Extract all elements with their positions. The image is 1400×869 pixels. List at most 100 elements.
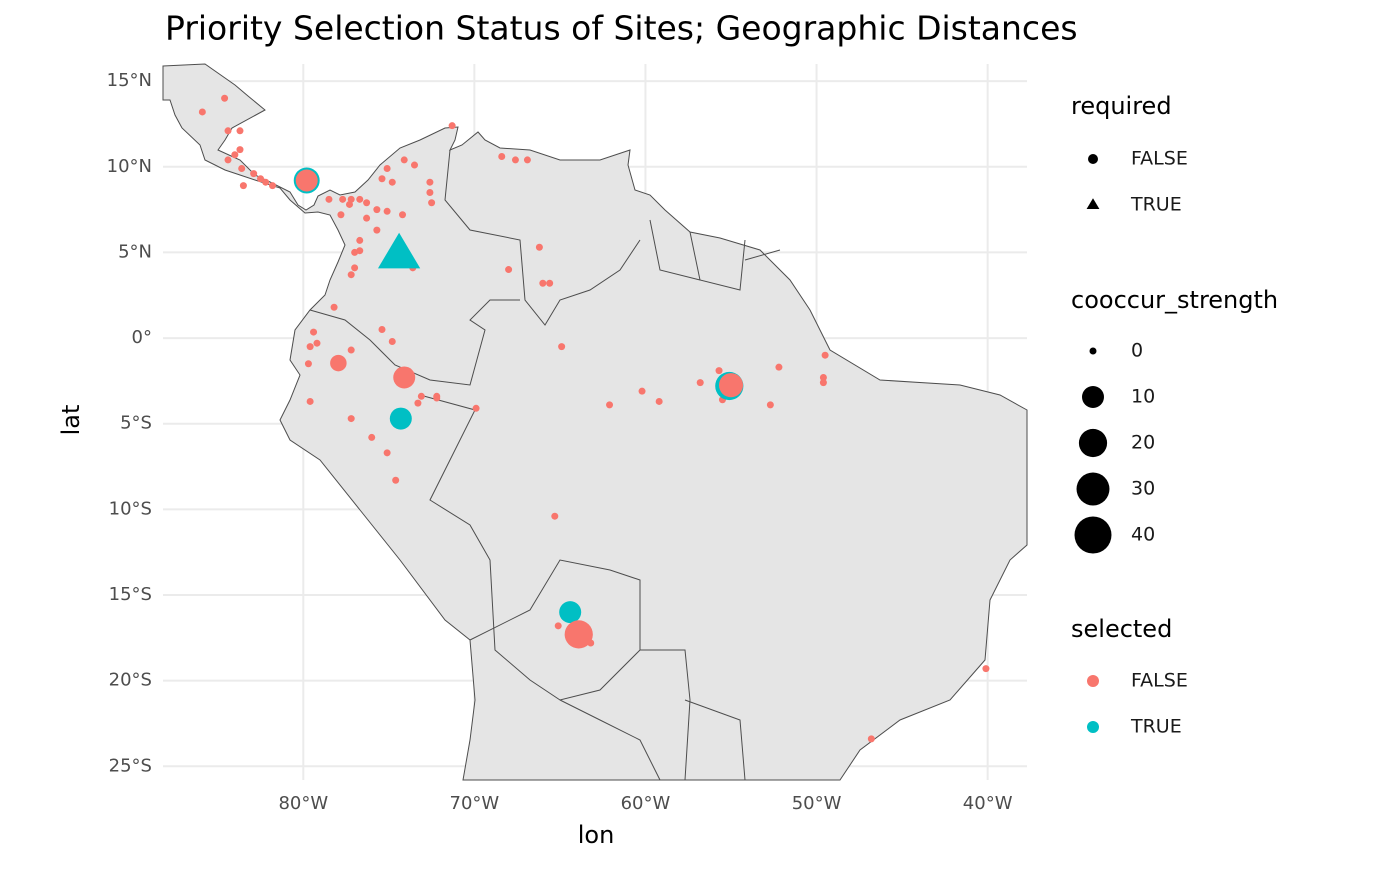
legend-title: selected — [1071, 615, 1172, 643]
point — [655, 397, 663, 405]
point — [295, 169, 318, 192]
point — [498, 152, 506, 160]
point — [250, 170, 258, 178]
point — [715, 367, 723, 375]
point — [378, 326, 386, 334]
legend-key — [1088, 154, 1098, 164]
point — [819, 379, 827, 387]
point — [304, 360, 312, 368]
point — [399, 211, 407, 219]
legend-key — [1087, 721, 1099, 733]
y-tick-label: 15°N — [107, 70, 152, 91]
point — [347, 271, 355, 279]
point — [426, 178, 434, 186]
point — [766, 401, 774, 409]
point — [606, 401, 614, 409]
border — [469, 559, 641, 650]
legend-label: 10 — [1131, 386, 1155, 408]
point — [554, 622, 562, 630]
point — [224, 127, 232, 135]
legend-label: FALSE — [1131, 670, 1188, 692]
point — [356, 247, 364, 255]
legend-key — [1087, 675, 1099, 687]
point — [198, 108, 206, 116]
legend-key — [1089, 347, 1097, 355]
x-tick-label: 70°W — [450, 793, 500, 814]
land — [162, 63, 1028, 781]
legend-label: TRUE — [1130, 716, 1182, 738]
point — [411, 161, 419, 169]
point — [306, 397, 314, 405]
point — [347, 346, 355, 354]
point — [257, 175, 265, 183]
point — [325, 195, 333, 203]
point — [373, 206, 381, 214]
legend-title: required — [1071, 92, 1172, 120]
point — [426, 188, 434, 196]
point — [638, 387, 646, 395]
point — [433, 394, 441, 402]
point — [239, 182, 247, 190]
point — [388, 337, 396, 345]
point — [400, 156, 408, 164]
legend: required FALSE TRUE cooccur_strength 0 10 20 30… — [1071, 92, 1278, 738]
point — [535, 243, 543, 251]
point — [696, 379, 704, 387]
points — [198, 94, 990, 743]
point — [356, 195, 364, 203]
point — [347, 415, 355, 423]
point — [558, 343, 566, 351]
border — [649, 219, 781, 291]
point — [428, 199, 436, 207]
point — [313, 339, 321, 347]
legend-label: TRUE — [1130, 194, 1182, 216]
point — [448, 122, 456, 130]
point — [356, 236, 364, 244]
point — [383, 207, 391, 215]
border — [419, 394, 691, 781]
point — [546, 279, 554, 287]
y-tick-label: 5°N — [118, 241, 152, 262]
point — [388, 178, 396, 186]
point — [351, 264, 359, 272]
legend-label: 0 — [1131, 340, 1143, 362]
point — [236, 146, 244, 154]
y-tick-label: 15°S — [109, 584, 152, 605]
legend-key — [1086, 198, 1100, 210]
y-tick-label: 5°S — [120, 413, 152, 434]
legend-key — [1076, 472, 1110, 506]
point — [330, 303, 338, 311]
point — [511, 156, 519, 164]
point — [377, 232, 421, 269]
point — [389, 407, 412, 430]
y-tick-label: 10°N — [107, 156, 152, 177]
point — [392, 476, 400, 484]
point — [236, 127, 244, 135]
legend-key — [1078, 428, 1108, 458]
point — [775, 363, 783, 371]
point — [821, 351, 829, 359]
point — [262, 178, 270, 186]
point — [414, 399, 422, 407]
x-tick-label: 60°W — [621, 793, 671, 814]
point — [564, 620, 593, 649]
point — [559, 601, 582, 624]
point — [551, 512, 559, 520]
point — [347, 195, 355, 203]
x-tick-label: 40°W — [963, 793, 1013, 814]
border — [309, 299, 520, 386]
legend-label: FALSE — [1131, 148, 1188, 170]
point — [383, 164, 391, 172]
point — [306, 343, 314, 351]
point — [238, 164, 246, 172]
legend-key — [1074, 516, 1112, 554]
point — [819, 373, 827, 381]
x-tick-label: 50°W — [792, 793, 842, 814]
chart-title: Priority Selection Status of Sites; Geog… — [165, 9, 1078, 48]
x-tick-label: 80°W — [278, 793, 328, 814]
point — [718, 373, 744, 398]
point — [373, 226, 381, 234]
point — [393, 366, 416, 389]
legend-title: cooccur_strength — [1071, 286, 1278, 314]
